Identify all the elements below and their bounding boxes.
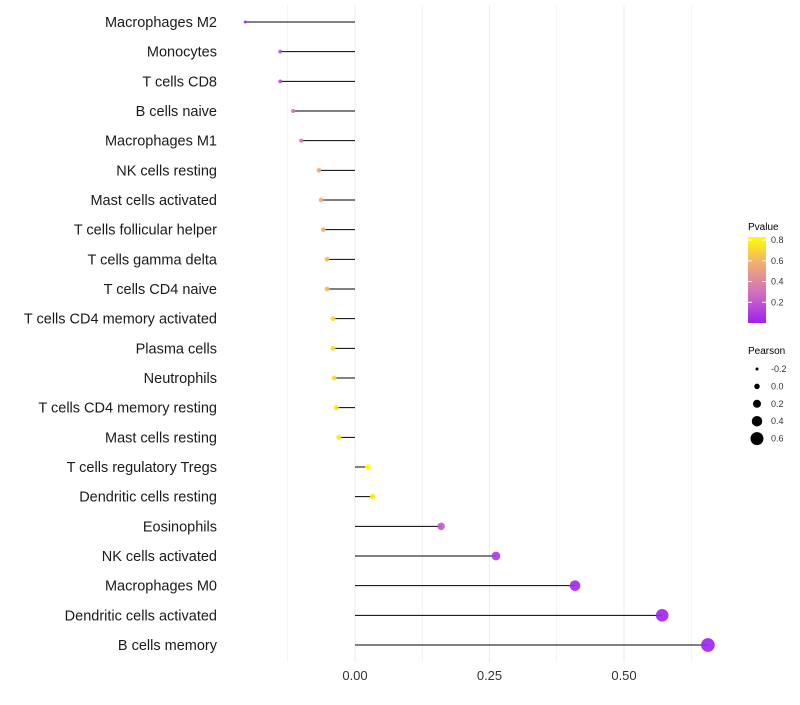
- y-tick-label: Dendritic cells resting: [79, 490, 217, 506]
- dot: [365, 464, 371, 470]
- dot: [333, 405, 339, 411]
- size-key-dot: [750, 432, 764, 446]
- pvalue-colorbar: [748, 237, 766, 323]
- x-tick-label: 0.50: [611, 668, 636, 683]
- dot: [655, 609, 669, 622]
- y-tick-label: T cells CD4 naive: [104, 282, 217, 298]
- y-tick-label: Macrophages M2: [105, 15, 217, 31]
- y-tick-label: NK cells resting: [116, 163, 217, 179]
- y-tick-label: T cells gamma delta: [88, 252, 218, 268]
- colorbar-tick-label: 0.4: [771, 277, 784, 287]
- dot: [331, 375, 337, 381]
- dot: [316, 168, 322, 173]
- size-key-dot: [751, 415, 763, 427]
- y-tick-label: Plasma cells: [136, 341, 217, 357]
- grid: [287, 5, 692, 662]
- y-tick-label: Neutrophils: [144, 371, 217, 387]
- dot: [324, 286, 330, 292]
- colorbar-tick-label: 0.2: [771, 297, 784, 307]
- dot: [243, 20, 247, 24]
- dot: [278, 49, 283, 54]
- dot: [330, 316, 336, 322]
- y-tick-label: Mast cells activated: [90, 193, 217, 209]
- dot: [291, 108, 296, 114]
- pvalue-legend-title: Pvalue: [748, 222, 779, 233]
- dot: [336, 434, 342, 440]
- y-tick-label: B cells naive: [136, 104, 217, 120]
- dot: [569, 580, 581, 591]
- size-key-label: 0.0: [771, 381, 784, 391]
- dot: [318, 197, 324, 203]
- size-key-label: 0.4: [771, 416, 784, 426]
- colorbar-tick-label: 0.6: [771, 256, 784, 266]
- y-tick-label: Macrophages M1: [105, 134, 217, 150]
- y-tick-label: T cells regulatory Tregs: [67, 460, 217, 476]
- y-tick-label: T cells CD4 memory resting: [38, 401, 217, 417]
- y-tick-label: B cells memory: [118, 638, 218, 654]
- size-key-dot: [753, 399, 761, 408]
- pvalue-legend: Pvalue 0.2 0.4 0.6 0.8: [748, 222, 784, 323]
- size-key-dot: [755, 367, 759, 371]
- dot: [299, 138, 304, 143]
- size-key-dot: [754, 383, 760, 390]
- stems: [245, 21, 708, 646]
- y-tick-label: Macrophages M0: [105, 579, 217, 595]
- dot: [701, 638, 715, 652]
- x-axis-labels: 0.00 0.25 0.50: [342, 668, 636, 683]
- dot: [369, 493, 376, 500]
- y-tick-label: T cells CD8: [142, 74, 217, 90]
- y-tick-label: NK cells activated: [102, 549, 217, 565]
- dot: [278, 79, 283, 84]
- colorbar-tick-label: 0.8: [771, 235, 784, 245]
- dots: [243, 20, 715, 652]
- pearson-legend: Pearson -0.2 0.0 0.2 0.4 0.6: [748, 346, 787, 446]
- y-tick-label: Monocytes: [147, 45, 217, 61]
- dot: [330, 345, 336, 351]
- size-key-label: 0.6: [771, 434, 784, 444]
- dot: [491, 551, 501, 561]
- size-key-label: -0.2: [771, 364, 787, 374]
- x-tick-label: 0.25: [477, 668, 502, 683]
- y-tick-label: Dendritic cells activated: [65, 608, 217, 624]
- x-tick-label: 0.00: [342, 668, 367, 683]
- y-tick-label: T cells follicular helper: [74, 223, 217, 239]
- size-key-label: 0.2: [771, 399, 784, 409]
- dot: [437, 522, 445, 531]
- y-tick-label: Eosinophils: [143, 519, 217, 535]
- dot: [324, 256, 330, 262]
- y-axis-labels: Macrophages M2 Monocytes T cells CD8 B cell…: [24, 15, 218, 654]
- pearson-legend-title: Pearson: [748, 346, 785, 357]
- y-tick-label: Mast cells resting: [105, 430, 217, 446]
- y-tick-label: T cells CD4 memory activated: [24, 312, 217, 328]
- dot: [320, 227, 326, 233]
